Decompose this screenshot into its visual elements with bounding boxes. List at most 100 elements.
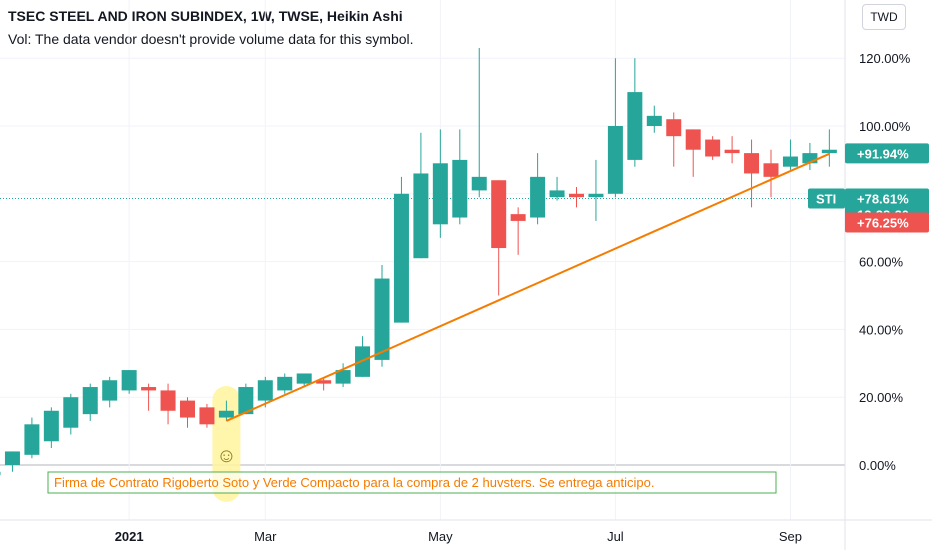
candle — [257, 376, 273, 408]
candle-body — [24, 424, 40, 455]
candle — [355, 336, 371, 377]
candle — [335, 363, 351, 388]
candle — [63, 393, 79, 435]
y-tick-label: 0.00% — [859, 458, 896, 473]
candle-body — [4, 451, 20, 465]
candle-body — [0, 471, 1, 476]
candle-body — [199, 407, 215, 425]
y-tick-label: 100.00% — [859, 119, 911, 134]
candle — [744, 139, 760, 208]
current-price-label: +78.61% — [857, 192, 909, 207]
x-tick-label: Sep — [779, 529, 802, 544]
chart-title: TSEC STEEL AND IRON SUBINDEX, 1W, TWSE, … — [8, 8, 403, 24]
candle-body — [569, 193, 584, 198]
candle — [82, 383, 98, 421]
candle-body — [705, 139, 721, 157]
candle-body — [63, 397, 79, 428]
annotation[interactable]: ☺ Firma de Contrato Rigoberto Soto y Verd… — [47, 445, 777, 494]
x-tick-label: 2021 — [115, 529, 144, 544]
candle — [141, 383, 157, 411]
candle-body — [296, 373, 312, 384]
y-tick-label: 20.00% — [859, 390, 904, 405]
candle-body — [141, 387, 157, 391]
candle — [393, 176, 409, 323]
candle-body — [335, 370, 351, 384]
candle-body — [821, 149, 837, 154]
price-axis[interactable]: 0.00% 20.00% 40.00% 60.00% 100.00% 120.00% — [859, 51, 911, 473]
x-tick-label: Mar — [254, 529, 277, 544]
candle-body — [782, 156, 798, 167]
candle — [471, 48, 487, 198]
candle — [627, 58, 643, 167]
candle-body — [257, 380, 273, 401]
y-tick-label: 60.00% — [859, 255, 904, 270]
candle-body — [102, 380, 118, 401]
candle — [685, 129, 701, 177]
candle — [821, 129, 837, 167]
candle — [782, 139, 798, 171]
candle-body — [627, 92, 643, 160]
candle — [316, 378, 332, 391]
candle — [646, 105, 662, 133]
currency-button[interactable]: TWD — [862, 4, 906, 30]
candle — [199, 403, 215, 428]
annotation-text: Firma de Contrato Rigoberto Soto y Verde… — [54, 475, 655, 490]
candle-body — [607, 126, 623, 194]
candle — [510, 207, 526, 255]
last-value-badge — [845, 143, 929, 164]
candle — [413, 132, 429, 259]
candle-body — [413, 173, 429, 259]
candle — [121, 370, 137, 394]
candle-body — [471, 176, 487, 191]
candle — [277, 373, 293, 394]
candle — [607, 58, 623, 198]
candle — [549, 176, 565, 201]
symbol-label: STI — [816, 192, 836, 207]
candle — [705, 136, 721, 160]
candle — [218, 400, 234, 421]
candle-body — [510, 214, 526, 221]
candle — [491, 180, 507, 296]
candle-body — [802, 153, 818, 164]
candle-body — [491, 180, 507, 249]
candle — [180, 397, 195, 428]
candle — [296, 373, 312, 388]
candle — [43, 407, 59, 449]
candle-body — [763, 163, 779, 177]
candle — [432, 129, 448, 238]
trend-line[interactable] — [225, 152, 830, 422]
candle-body — [121, 370, 137, 391]
candle-body — [549, 190, 565, 198]
candles — [0, 48, 837, 476]
other-value-badge — [845, 212, 929, 233]
other-value-label: +76.25% — [857, 216, 909, 231]
symbol-badge — [808, 188, 845, 209]
candle-body — [180, 400, 195, 418]
candle — [588, 159, 604, 221]
candle — [238, 383, 254, 415]
candle — [4, 451, 20, 472]
y-tick-label: 40.00% — [859, 322, 904, 337]
candle — [452, 129, 468, 225]
candle-body — [374, 278, 390, 360]
time-axis[interactable]: 2021 Mar May Jul Sep — [115, 529, 802, 544]
x-tick-label: Jul — [607, 529, 624, 544]
candle-body — [530, 176, 546, 218]
price-badges: +91.94%STI+78.61%13:28:20+76.25% — [808, 143, 929, 233]
candle-body — [218, 410, 234, 418]
candle — [160, 383, 176, 425]
candle-body — [685, 129, 701, 150]
candle-body — [277, 376, 293, 391]
candle-body — [646, 115, 662, 126]
y-tick-label: 120.00% — [859, 51, 911, 66]
volume-notice: Vol: The data vendor doesn't provide vol… — [8, 31, 414, 47]
candle — [0, 471, 1, 476]
candle-body — [238, 387, 254, 415]
candle-body — [744, 153, 760, 174]
last-value-label: +91.94% — [857, 146, 909, 161]
candle-body — [82, 387, 98, 415]
candle — [530, 153, 546, 225]
candle — [724, 136, 740, 164]
